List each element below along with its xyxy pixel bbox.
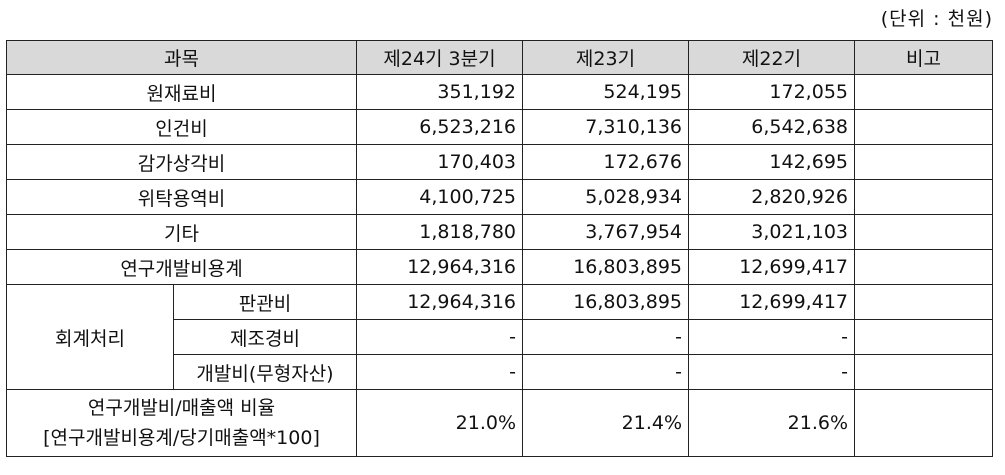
row-label: 인건비 [6, 109, 357, 145]
cell-col1: 351,192 [356, 74, 523, 110]
row-label: 기타 [6, 214, 357, 250]
cell-col3: 172,055 [688, 74, 855, 110]
cell-col1: - [356, 319, 523, 355]
row-sublabel: 제조경비 [173, 319, 357, 355]
cell-col1: 4,100,725 [356, 179, 523, 215]
cell-note [854, 109, 993, 145]
cell-col3: - [688, 319, 855, 355]
unit-note: (단위 : 천원) [880, 8, 993, 30]
row-label: 감가상각비 [6, 144, 357, 180]
cell-col3: 3,021,103 [688, 214, 855, 250]
rnd-expense-table: 과목 제24기 3분기 제23기 제22기 비고 원재료비 351,192 52… [6, 40, 993, 457]
header-item: 과목 [6, 40, 357, 75]
header-col1: 제24기 3분기 [356, 40, 523, 75]
cell-col2: - [522, 354, 689, 390]
cell-col1: 6,523,216 [356, 109, 523, 145]
table-row-accounting: 개발비(무형자산) - - - [7, 354, 993, 390]
table-row-accounting: 회계처리 판관비 12,964,316 16,803,895 12,699,41… [6, 284, 993, 390]
cell-col2: - [522, 319, 689, 355]
cell-col2: 16,803,895 [522, 249, 689, 285]
row-sublabel: 개발비(무형자산) [173, 354, 357, 390]
cell-col3: 12,699,417 [688, 284, 855, 320]
cell-col1: - [356, 354, 523, 390]
cell-col1: 170,403 [356, 144, 523, 180]
table-row: 위탁용역비 4,100,725 5,028,934 2,820,926 [6, 179, 993, 215]
cell-col3: 6,542,638 [688, 109, 855, 145]
cell-note [854, 354, 993, 390]
cell-col1: 12,964,316 [356, 284, 523, 320]
ratio-col3: 21.6% [688, 389, 855, 457]
cell-col2: 3,767,954 [522, 214, 689, 250]
row-sublabel: 판관비 [173, 284, 357, 320]
header-col3: 제22기 [688, 40, 855, 75]
cell-col2: 7,310,136 [522, 109, 689, 145]
cell-col2: 5,028,934 [522, 179, 689, 215]
header-note: 비고 [854, 40, 993, 75]
cell-note [854, 179, 993, 215]
cell-col3: 2,820,926 [688, 179, 855, 215]
cell-col1: 1,818,780 [356, 214, 523, 250]
cell-note [854, 144, 993, 180]
cell-col3: 142,695 [688, 144, 855, 180]
row-label: 연구개발비용계 [6, 249, 357, 285]
cell-note [854, 74, 993, 110]
cell-note [854, 249, 993, 285]
cell-note [854, 214, 993, 250]
cell-col2: 524,195 [522, 74, 689, 110]
ratio-label-line1: 연구개발비/매출액 비율 [87, 397, 276, 419]
table-row-total: 연구개발비용계 12,964,316 16,803,895 12,699,417 [6, 249, 993, 285]
table-row-accounting: 제조경비 - - - [7, 319, 993, 355]
table-row: 감가상각비 170,403 172,676 142,695 [6, 144, 993, 180]
cell-col2: 16,803,895 [522, 284, 689, 320]
ratio-col2: 21.4% [522, 389, 689, 457]
table-row: 원재료비 351,192 524,195 172,055 [6, 74, 993, 110]
ratio-label-line2: [연구개발비용계/당기매출액*100] [43, 427, 320, 449]
accounting-group-label: 회계처리 [6, 284, 174, 390]
cell-col3: 12,699,417 [688, 249, 855, 285]
header-col2: 제23기 [522, 40, 689, 75]
cell-col3: - [688, 354, 855, 390]
table-row: 인건비 6,523,216 7,310,136 6,542,638 [6, 109, 993, 145]
row-label: 위탁용역비 [6, 179, 357, 215]
cell-note [854, 319, 993, 355]
table-row-ratio: 연구개발비/매출액 비율 [연구개발비용계/당기매출액*100] 21.0% 2… [6, 389, 993, 457]
table-row: 기타 1,818,780 3,767,954 3,021,103 [6, 214, 993, 250]
row-label: 원재료비 [6, 74, 357, 110]
cell-note [854, 284, 993, 320]
ratio-label: 연구개발비/매출액 비율 [연구개발비용계/당기매출액*100] [6, 389, 357, 457]
ratio-col1: 21.0% [356, 389, 523, 457]
cell-col1: 12,964,316 [356, 249, 523, 285]
header-row: 과목 제24기 3분기 제23기 제22기 비고 [6, 40, 993, 75]
cell-col2: 172,676 [522, 144, 689, 180]
cell-note [854, 389, 993, 457]
